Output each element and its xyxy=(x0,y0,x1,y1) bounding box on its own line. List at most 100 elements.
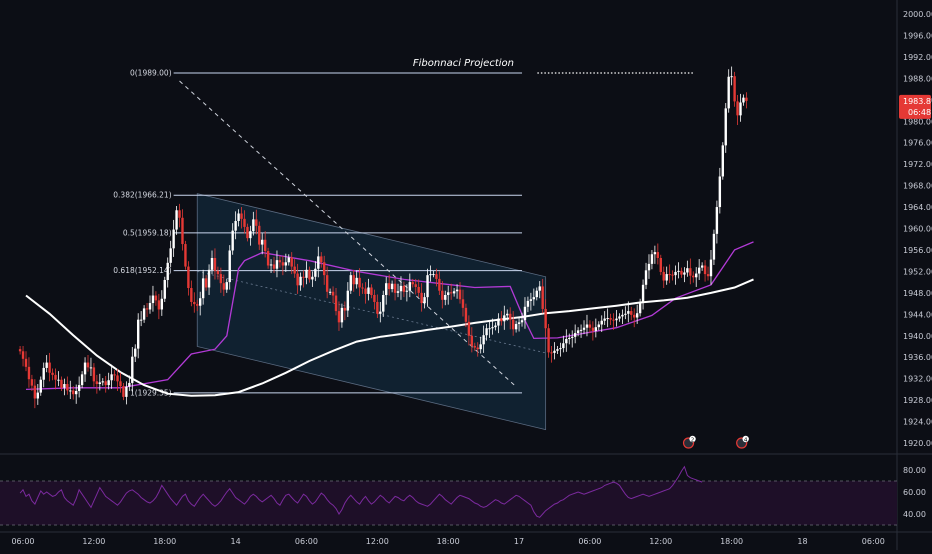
candle-body xyxy=(125,386,128,397)
candle-body xyxy=(511,319,515,330)
candle-body xyxy=(184,244,187,267)
candle-body xyxy=(24,358,28,367)
candle-body xyxy=(509,313,512,320)
last-price-tag xyxy=(899,94,931,119)
candle-body xyxy=(606,318,609,320)
candle-body xyxy=(175,210,178,230)
candle-body xyxy=(142,308,146,320)
candle-body xyxy=(420,292,423,304)
candle-body xyxy=(621,314,624,317)
candle-body xyxy=(337,311,341,323)
candle-body xyxy=(644,270,648,285)
candle-body xyxy=(69,390,72,392)
candle-body xyxy=(231,230,234,251)
candle-body xyxy=(57,379,60,381)
candle-body xyxy=(677,270,680,272)
fib-level-label: 0.5(1959.18) xyxy=(123,228,172,237)
candle-body xyxy=(222,283,226,290)
candle-body xyxy=(385,283,388,295)
time-tick-label: 18:00 xyxy=(720,537,743,546)
candle-body xyxy=(721,145,724,177)
price-tick-label: 1992.00 xyxy=(903,53,932,62)
candle-body xyxy=(334,295,338,312)
candle-body xyxy=(718,176,722,208)
candle-body xyxy=(255,219,258,226)
price-tick-label: 1976.00 xyxy=(903,139,932,148)
candle-body xyxy=(98,382,102,385)
candle-body xyxy=(695,273,698,278)
candle-body xyxy=(278,260,282,263)
candle-body xyxy=(514,323,518,330)
candle-body xyxy=(252,219,255,232)
candle-body xyxy=(647,263,651,271)
candle-body xyxy=(736,101,739,116)
candle-body xyxy=(36,392,40,399)
candle-body xyxy=(27,366,31,380)
price-tick-label: 1936.00 xyxy=(903,353,932,362)
candle-body xyxy=(66,384,69,391)
candle-body xyxy=(139,319,143,321)
rsi-band xyxy=(0,481,897,525)
candle-body xyxy=(331,291,335,296)
candle-body xyxy=(576,330,580,334)
time-tick-label: 17 xyxy=(514,537,524,546)
candle-body xyxy=(157,300,161,310)
candle-body xyxy=(444,294,447,300)
candle-body xyxy=(293,266,296,274)
candle-body xyxy=(650,254,654,264)
price-tick-label: 1924.00 xyxy=(903,418,932,427)
candle-body xyxy=(520,320,524,323)
candle-body xyxy=(33,385,37,399)
candle-body xyxy=(387,283,391,290)
candle-body xyxy=(154,295,158,301)
candle-body xyxy=(485,328,488,336)
candle-body xyxy=(733,76,736,102)
ma-short-line xyxy=(25,241,754,391)
candle-body xyxy=(556,349,559,351)
candle-body xyxy=(529,299,533,301)
candle-body xyxy=(562,343,565,349)
candle-body xyxy=(181,217,184,245)
candle-body xyxy=(210,257,214,270)
candle-body xyxy=(615,318,618,321)
candle-body xyxy=(491,327,494,329)
candle-body xyxy=(107,380,110,386)
price-tick-label: 1996.00 xyxy=(903,31,932,40)
candle-body xyxy=(314,268,317,277)
fib-level-label: 0(1989.00) xyxy=(130,68,172,77)
candle-body xyxy=(452,291,456,294)
candle-body xyxy=(435,274,438,279)
candle-body xyxy=(54,374,57,380)
candle-body xyxy=(92,367,96,382)
candle-body xyxy=(308,269,311,280)
candle-body xyxy=(328,291,332,293)
candle-body xyxy=(379,311,382,314)
candle-body xyxy=(494,325,497,328)
candle-body xyxy=(665,274,668,281)
price-tick-label: 1988.00 xyxy=(903,74,932,83)
candle-body xyxy=(724,108,727,146)
candle-body xyxy=(500,318,503,322)
candle-body xyxy=(627,311,630,314)
candle-body xyxy=(656,252,660,258)
candle-body xyxy=(730,76,733,78)
time-tick-label: 06:00 xyxy=(578,537,601,546)
candle-body xyxy=(703,265,707,275)
candle-body xyxy=(113,374,116,376)
candle-body xyxy=(160,298,164,310)
candle-body xyxy=(287,257,290,263)
candle-body xyxy=(30,379,34,386)
candle-body xyxy=(473,345,476,348)
price-tick-label: 1940.00 xyxy=(903,332,932,341)
candle-body xyxy=(706,274,710,277)
time-tick-label: 06:00 xyxy=(862,537,885,546)
candle-body xyxy=(131,356,134,383)
candle-body xyxy=(745,97,748,101)
candle-body xyxy=(213,257,217,271)
candle-body xyxy=(470,335,474,346)
candle-body xyxy=(151,295,155,304)
time-tick-label: 06:00 xyxy=(295,537,318,546)
candle-body xyxy=(497,318,500,326)
